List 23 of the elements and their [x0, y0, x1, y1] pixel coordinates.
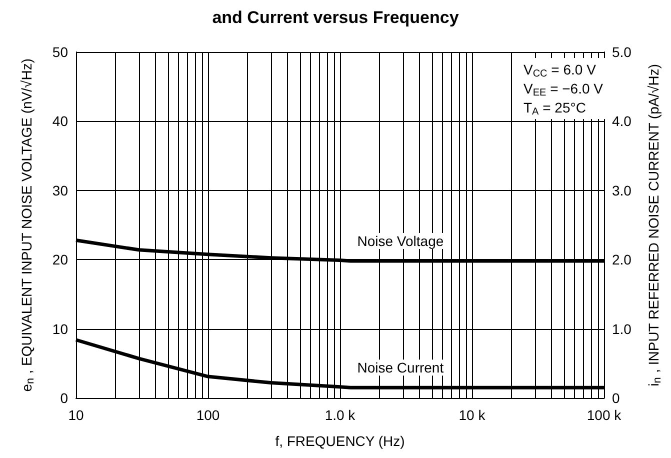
x-tick-label: 100 k: [586, 407, 622, 423]
x-tick-label: 10 k: [458, 407, 486, 423]
x-tick-label: 10: [68, 407, 84, 423]
y-tick-label: 40: [52, 113, 68, 130]
y2-axis-title: in , INPUT REFERRED NOISE CURRENT (pA/√Hz): [646, 64, 664, 386]
x-axis-title: f, FREQUENCY (Hz): [275, 433, 405, 449]
y-tick-label: 50: [52, 44, 68, 60]
y2-tick-label: 0: [612, 390, 620, 406]
x-tick-label: 100: [196, 407, 220, 423]
y2-tick-label: 2.0: [612, 252, 632, 268]
y-axis-title: en , EQUIVALENT INPUT NOISE VOLTAGE (nV/√Hz): [18, 58, 36, 392]
y2-tick-label: 5.0: [612, 44, 632, 60]
series-label: Noise Voltage: [357, 232, 444, 249]
y-tick-label: 10: [52, 320, 68, 337]
chart-title: and Current versus Frequency: [212, 8, 460, 27]
y2-tick-label: 3.0: [612, 182, 632, 198]
y-tick-label: 20: [52, 252, 68, 268]
series-label: Noise Current: [357, 360, 444, 376]
y2-tick-label: 4.0: [612, 113, 632, 130]
y-tick-label: 0: [60, 390, 68, 406]
y2-tick-label: 1.0: [612, 320, 632, 337]
x-tick-label: 1.0 k: [324, 407, 356, 423]
y-tick-label: 30: [52, 182, 68, 198]
